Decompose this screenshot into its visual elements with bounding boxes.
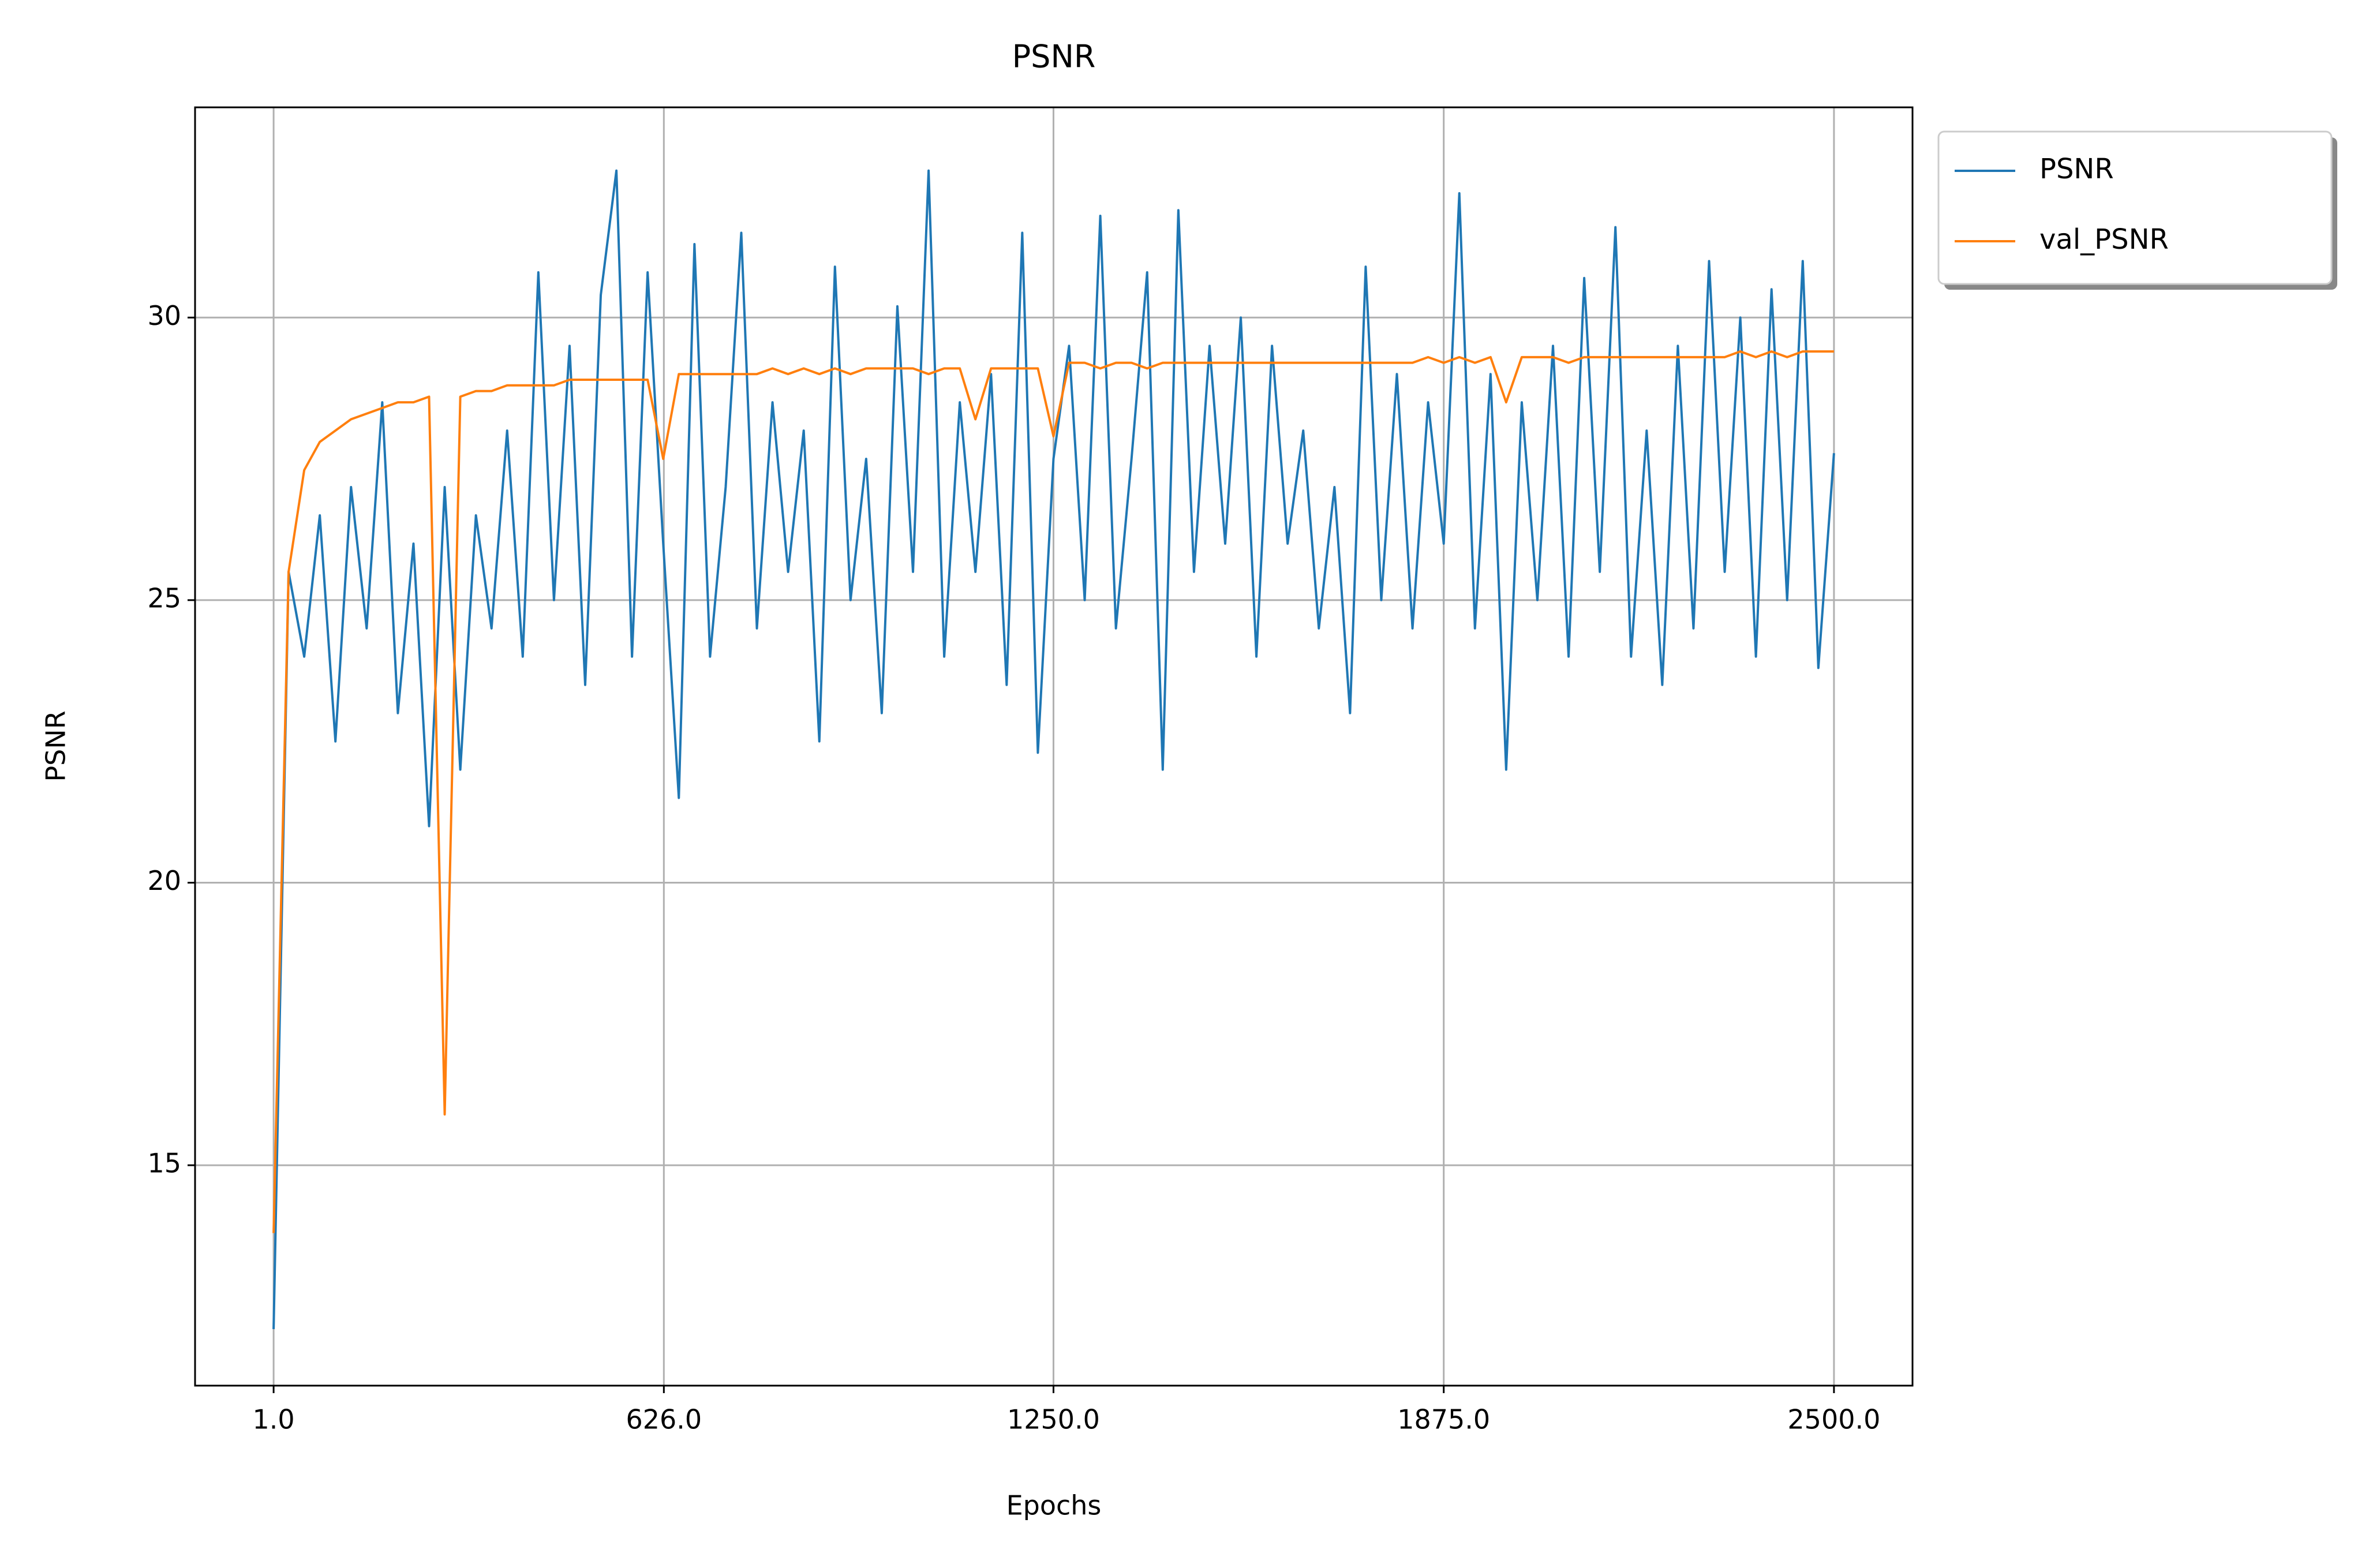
x-tick-label: 2500.0 [1787,1404,1880,1435]
legend-label: PSNR [2039,153,2114,185]
data-line [272,350,1834,1233]
y-tick-label: 25 [147,582,181,613]
x-tick-label: 1875.0 [1397,1404,1490,1435]
y-axis-label: PSNR [40,710,72,781]
x-tick-label: 1250.0 [1007,1404,1100,1435]
data-line [272,169,1835,1330]
y-tick-label: 20 [147,865,181,896]
x-axis-label: Epochs [1006,1490,1102,1521]
legend-box [1937,130,2333,285]
plot-frame [194,106,1914,1387]
chart-title: PSNR [1012,39,1096,75]
x-tick-label: 1.0 [253,1404,295,1435]
legend-label: val_PSNR [2039,223,2169,256]
x-tick-label: 626.0 [626,1404,702,1435]
y-tick-label: 30 [147,300,181,331]
y-tick-label: 15 [147,1148,181,1179]
